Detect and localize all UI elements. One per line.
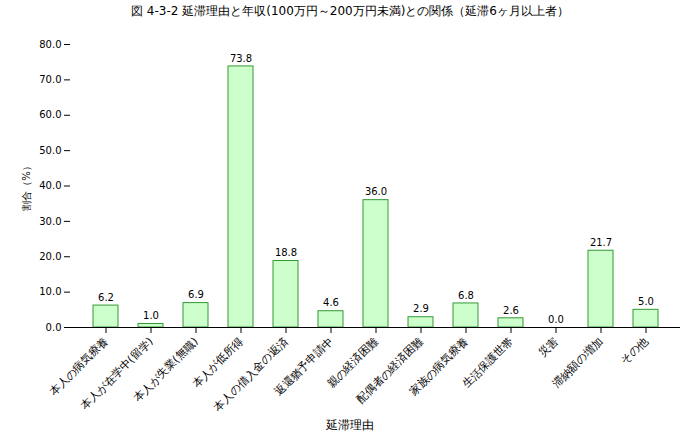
svg-text:36.0: 36.0	[365, 186, 387, 197]
svg-text:0.0: 0.0	[548, 314, 564, 325]
svg-text:本人が在学中(留学): 本人が在学中(留学)	[78, 335, 155, 412]
svg-text:6.8: 6.8	[458, 290, 474, 301]
svg-text:本人の借入金の返済: 本人の借入金の返済	[211, 335, 290, 414]
svg-text:60.0: 60.0	[39, 109, 61, 120]
svg-text:18.8: 18.8	[275, 247, 297, 258]
svg-text:5.0: 5.0	[638, 296, 654, 307]
html-text:図 4-3-2 延滞理由と年収(100万円～200万円未満): 図 4-3-2 延滞理由と年収(100万円～200万円未満)との関係（延滞6ヶ月…	[131, 4, 569, 18]
svg-text:本人が失業(無職): 本人が失業(無職)	[131, 335, 201, 405]
svg-text:73.8: 73.8	[230, 53, 252, 64]
html-text:延滞理由: 延滞理由	[326, 418, 374, 432]
svg-text:6.9: 6.9	[188, 289, 204, 300]
svg-text:50.0: 50.0	[39, 145, 61, 156]
svg-text:返還猶予申請中: 返還猶予申請中	[272, 335, 336, 399]
svg-text:4.6: 4.6	[323, 297, 339, 308]
svg-text:その他: その他	[618, 335, 651, 368]
svg-text:災害: 災害	[536, 335, 561, 360]
svg-text:本人が低所得: 本人が低所得	[189, 334, 246, 391]
svg-text:70.0: 70.0	[39, 74, 61, 85]
svg-text:本人の病気療養: 本人の病気療養	[47, 334, 111, 399]
svg-text:30.0: 30.0	[39, 216, 61, 227]
svg-text:80.0: 80.0	[39, 39, 61, 50]
svg-text:2.6: 2.6	[503, 305, 519, 316]
svg-text:40.0: 40.0	[39, 180, 61, 191]
svg-text:20.0: 20.0	[39, 251, 61, 262]
svg-text:21.7: 21.7	[590, 237, 612, 248]
svg-text:1.0: 1.0	[143, 310, 159, 321]
svg-text:10.0: 10.0	[39, 286, 61, 297]
svg-text:滞納額の増加: 滞納額の増加	[550, 335, 606, 391]
svg-text:2.9: 2.9	[413, 303, 429, 314]
svg-text:配偶者の経済困難: 配偶者の経済困難	[354, 334, 426, 407]
svg-text:家族の病気療養: 家族の病気療養	[407, 335, 471, 399]
svg-text:0.0: 0.0	[46, 322, 62, 333]
svg-text:親の経済困難: 親の経済困難	[324, 334, 381, 391]
svg-text:6.2: 6.2	[98, 292, 114, 303]
svg-text:生活保護世帯: 生活保護世帯	[460, 335, 516, 391]
svg-text:割合（%）: 割合（%）	[21, 161, 32, 211]
